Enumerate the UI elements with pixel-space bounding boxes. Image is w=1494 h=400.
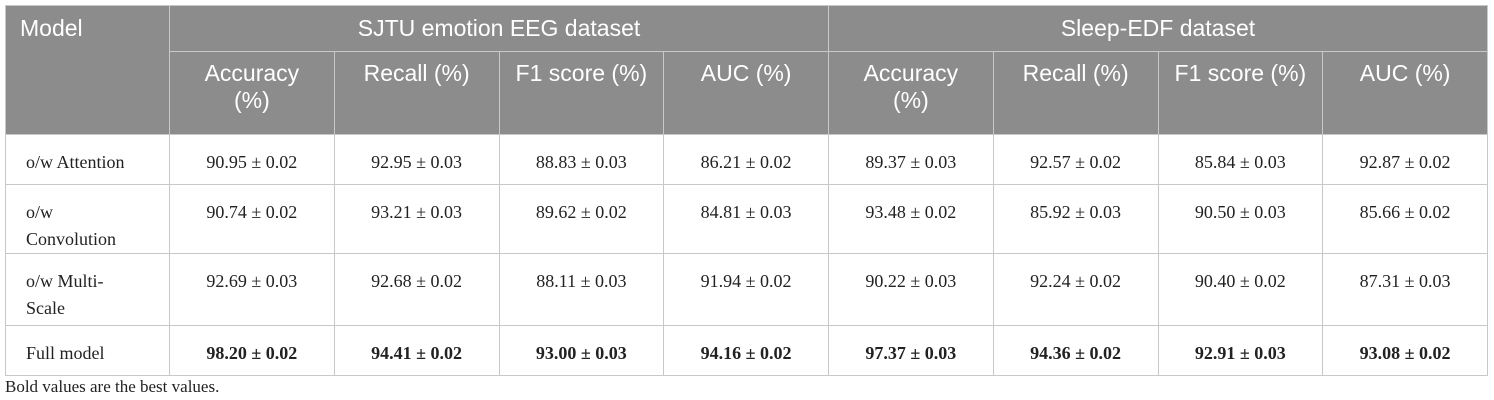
value-cell: 93.08 ± 0.02 — [1322, 325, 1488, 376]
value-cell: 93.48 ± 0.02 — [828, 184, 994, 254]
value-cell: 90.22 ± 0.03 — [828, 253, 994, 326]
value-cell: 87.31 ± 0.03 — [1322, 253, 1488, 326]
value-cell: 91.94 ± 0.02 — [663, 253, 829, 326]
row-label: o/w Multi-Scale — [26, 271, 104, 318]
column-header: F1 score (%) — [498, 51, 665, 135]
row-label-cell: Full model — [5, 325, 170, 376]
column-header: Model — [5, 5, 170, 135]
column-header: Accuracy (%) — [169, 51, 335, 135]
table-row: Full model 98.20 ± 0.02 94.41 ± 0.02 93.00 … — [5, 325, 1488, 376]
row-label-cell: o/w Attention — [5, 134, 170, 185]
footnote: Bold values are the best values. — [5, 377, 220, 396]
group-header: SJTU emotion EEG dataset — [169, 5, 829, 52]
column-header: AUC (%) — [1322, 51, 1488, 135]
value-cell: 90.50 ± 0.03 — [1157, 184, 1324, 254]
group-header: Sleep-EDF dataset — [828, 5, 1488, 52]
value-cell: 92.24 ± 0.02 — [992, 253, 1159, 326]
value-cell: 84.81 ± 0.03 — [663, 184, 829, 254]
column-header: Accuracy (%) — [828, 51, 994, 135]
value-cell: 90.95 ± 0.02 — [169, 134, 335, 185]
value-cell: 86.21 ± 0.02 — [663, 134, 829, 185]
value-cell: 85.92 ± 0.03 — [992, 184, 1159, 254]
row-label: o/w Convolution — [26, 202, 117, 249]
column-header: F1 score (%) — [1157, 51, 1324, 135]
value-cell: 92.91 ± 0.03 — [1157, 325, 1324, 376]
table-row: o/w Convolution 90.74 ± 0.02 93.21 ± 0.03 8… — [5, 184, 1488, 254]
table-row: o/w Attention 90.95 ± 0.02 92.95 ± 0.03 88.… — [5, 134, 1488, 185]
value-cell: 94.36 ± 0.02 — [992, 325, 1159, 376]
value-cell: 89.37 ± 0.03 — [828, 134, 994, 185]
value-cell: 88.11 ± 0.03 — [498, 253, 665, 326]
value-cell: 97.37 ± 0.03 — [828, 325, 994, 376]
value-cell: 90.74 ± 0.02 — [169, 184, 335, 254]
value-cell: 92.69 ± 0.03 — [169, 253, 335, 326]
row-label-cell: o/w Convolution — [5, 184, 170, 254]
value-cell: 85.84 ± 0.03 — [1157, 134, 1324, 185]
value-cell: 92.68 ± 0.02 — [333, 253, 500, 326]
value-cell: 85.66 ± 0.02 — [1322, 184, 1488, 254]
value-cell: 93.21 ± 0.03 — [333, 184, 500, 254]
row-label: Full model — [26, 343, 105, 363]
value-cell: 94.16 ± 0.02 — [663, 325, 829, 376]
value-cell: 92.95 ± 0.03 — [333, 134, 500, 185]
value-cell: 98.20 ± 0.02 — [169, 325, 335, 376]
row-label: o/w Attention — [26, 152, 125, 172]
value-cell: 93.00 ± 0.03 — [498, 325, 665, 376]
value-cell: 92.87 ± 0.02 — [1322, 134, 1488, 185]
row-label-cell: o/w Multi-Scale — [5, 253, 170, 326]
column-header: AUC (%) — [663, 51, 829, 135]
results-table: Model SJTU emotion EEG dataset Sleep-EDF d… — [5, 5, 1488, 376]
value-cell: 88.83 ± 0.03 — [498, 134, 665, 185]
column-header: Recall (%) — [333, 51, 500, 135]
column-header: Recall (%) — [992, 51, 1159, 135]
value-cell: 92.57 ± 0.02 — [992, 134, 1159, 185]
table-row: o/w Multi-Scale 92.69 ± 0.03 92.68 ± 0.02 8… — [5, 253, 1488, 326]
value-cell: 90.40 ± 0.02 — [1157, 253, 1324, 326]
value-cell: 89.62 ± 0.02 — [498, 184, 665, 254]
value-cell: 94.41 ± 0.02 — [333, 325, 500, 376]
